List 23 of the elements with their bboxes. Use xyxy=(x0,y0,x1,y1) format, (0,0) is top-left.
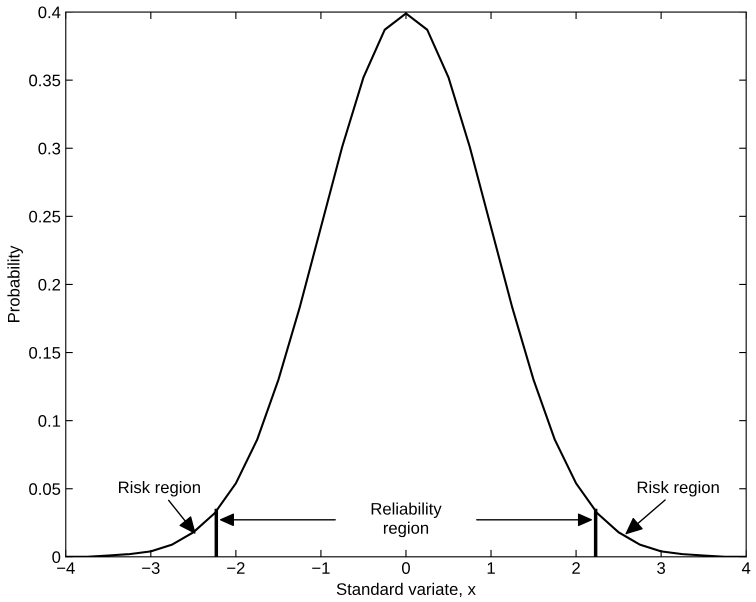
x-tick-label: −3 xyxy=(142,562,160,574)
annotation: Risk region xyxy=(638,480,719,497)
x-axis-title: Standard variate, x xyxy=(336,582,476,598)
y-tick-label: 0.2 xyxy=(38,278,60,291)
y-tick-label: 0.05 xyxy=(29,483,60,495)
y-tick-label: 0.35 xyxy=(29,74,60,86)
y-tick-label: 0.1 xyxy=(38,415,60,427)
x-tick-label: 4 xyxy=(742,562,750,574)
x-tick-label: −1 xyxy=(312,562,330,574)
y-tick-label: 0.15 xyxy=(29,346,60,359)
x-tick-label: 1 xyxy=(488,562,495,574)
x-tick-label: −4 xyxy=(57,562,75,574)
y-tick-label: 0.25 xyxy=(29,210,60,223)
x-tick-label: 2 xyxy=(572,562,580,574)
annotation: Reliability region xyxy=(372,502,442,538)
y-axis-title: Probability xyxy=(7,246,23,322)
y-tick-label: 0.3 xyxy=(38,142,60,154)
x-tick-label: 3 xyxy=(657,562,666,574)
y-tick-label: 0.4 xyxy=(38,6,60,18)
annotation: Risk region xyxy=(119,480,200,497)
y-tick-label: 0 xyxy=(52,551,60,564)
x-tick-label: −2 xyxy=(227,562,245,574)
x-tick-label: 0 xyxy=(402,562,410,574)
